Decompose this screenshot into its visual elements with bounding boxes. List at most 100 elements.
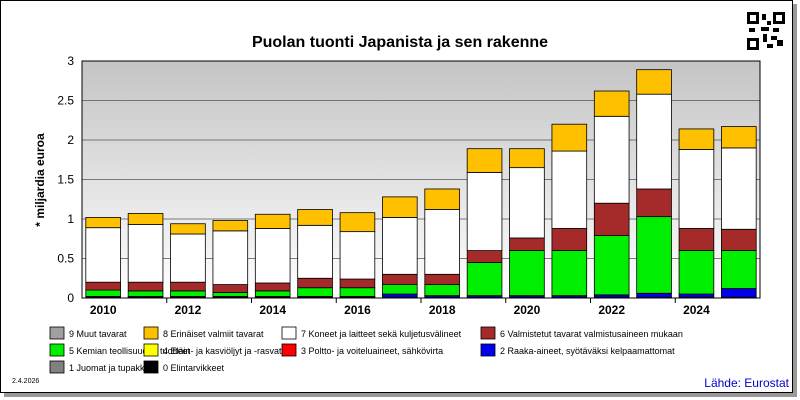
bar-segment <box>127 290 164 297</box>
x-tick-label: 2014 <box>259 303 286 317</box>
y-tick-label: 1 <box>67 212 74 226</box>
bar-segment <box>721 228 757 252</box>
legend-swatch <box>49 326 65 340</box>
legend-label: 2 Raaka-aineet, syötäväksi kelpaamattoma… <box>500 346 675 356</box>
legend-swatch <box>281 326 297 340</box>
bar-segment <box>127 213 164 225</box>
legend-swatch <box>49 360 65 374</box>
bar-segment <box>127 281 164 292</box>
legend-label: 8 Erinäiset valmiit tavarat <box>163 329 264 339</box>
bar-segment <box>721 147 757 230</box>
bar-segment <box>424 273 460 285</box>
bar-segment <box>339 287 376 297</box>
bar-segment <box>721 288 757 298</box>
bar-segment <box>170 290 206 297</box>
legend-swatch <box>480 343 496 357</box>
legend-swatch <box>281 343 297 357</box>
bar-segment <box>551 250 588 297</box>
legend-label: 3 Poltto- ja voiteluaineet, sähkövirta <box>301 346 443 356</box>
bar-segment <box>127 224 164 283</box>
bar-segment <box>721 126 757 149</box>
bar-segment <box>212 284 249 293</box>
x-tick-label: 2024 <box>683 303 710 317</box>
bar-segment <box>382 293 418 298</box>
bar-segment <box>254 282 291 292</box>
legend-swatch <box>143 360 159 374</box>
bar-segment <box>551 228 588 251</box>
bar-segment <box>170 233 206 283</box>
bar-segment <box>85 227 121 283</box>
bar-segment <box>339 278 376 289</box>
bar-segment <box>85 217 121 229</box>
bar-segment <box>636 69 672 95</box>
bar-segment <box>170 223 206 235</box>
y-axis-label: * miljardia euroa <box>33 133 47 227</box>
bar-segment <box>254 228 291 284</box>
legend-label: 1 Juomat ja tupakka <box>69 363 150 373</box>
legend: 9 Muut tavarat 8 Erinäiset valmiit tavara… <box>49 326 683 374</box>
bar-segment <box>170 281 206 292</box>
bar-segment <box>466 250 503 263</box>
bar-segment <box>254 290 291 297</box>
bar-segment <box>509 167 545 239</box>
bar-segment <box>424 188 460 210</box>
x-tick-label: 2022 <box>598 303 625 317</box>
bar-segment <box>593 202 630 236</box>
bar-segment <box>85 289 121 297</box>
bar-segment <box>721 250 757 289</box>
y-tick-label: 0.5 <box>57 252 74 266</box>
bar-segment <box>212 220 249 232</box>
bar-segment <box>551 123 588 152</box>
y-tick-label: 2 <box>67 133 74 147</box>
bar-segment <box>551 150 588 229</box>
bar-segment <box>509 237 545 252</box>
bar-segment <box>466 148 503 173</box>
bar-segment <box>297 209 333 226</box>
bar-segment <box>636 188 672 218</box>
y-tick-label: 0 <box>67 291 74 305</box>
qr-code-icon <box>747 12 785 50</box>
bar-segment <box>297 287 333 297</box>
bar-segment <box>593 235 630 296</box>
bar-segment <box>297 224 333 279</box>
x-tick-label: 2010 <box>90 303 117 317</box>
bar-segment <box>593 90 630 117</box>
bar-segment <box>509 250 545 297</box>
bar-segment <box>636 216 672 294</box>
x-tick-label: 2018 <box>429 303 456 317</box>
bar-segment <box>424 209 460 275</box>
bar-segment <box>212 292 249 297</box>
legend-swatch <box>143 343 159 357</box>
bar-segment <box>509 148 545 169</box>
bar-segment <box>382 273 418 285</box>
bar-segment <box>254 213 291 229</box>
plot-border <box>81 60 761 299</box>
chart-title: Puolan tuonti Japanista ja sen rakenne <box>252 34 548 51</box>
bar-segment <box>636 292 672 298</box>
legend-label: 4 Eläin- ja kasviöljyt ja -rasvat <box>163 346 282 356</box>
bar-segment <box>678 149 715 229</box>
bar-segment <box>85 281 121 291</box>
x-tick-label: 2016 <box>344 303 371 317</box>
legend-swatch <box>143 326 159 340</box>
source-text: Lähde: Eurostat <box>704 376 789 390</box>
date-stamp: 2.4.2026 <box>12 378 39 385</box>
x-tick-label: 2012 <box>175 303 202 317</box>
bar-segment <box>339 231 376 280</box>
bar-segment <box>678 250 715 295</box>
bar-segment <box>382 217 418 275</box>
legend-label: 7 Koneet ja laitteet sekä kuljetusväline… <box>301 329 462 339</box>
y-tick-label: 1.5 <box>57 173 74 187</box>
plot-area: 0 0.5 1 1.5 2 2.5 3 2010 2012 2014 2016 2018 2020 202… <box>57 54 761 317</box>
bar-segment <box>382 284 418 295</box>
bar-segment <box>466 171 503 251</box>
x-tick-label: 2020 <box>514 303 541 317</box>
bar-segment <box>339 212 376 233</box>
legend-swatch <box>49 343 65 357</box>
legend-label: 0 Elintarvikkeet <box>163 363 225 373</box>
legend-swatch <box>480 326 496 340</box>
bar-segment <box>424 284 460 297</box>
legend-label: 6 Valmistetut tavarat valmistusaineen mu… <box>500 329 683 339</box>
legend-label: 5 Kemian teollisuuden tuotteet <box>69 346 191 356</box>
